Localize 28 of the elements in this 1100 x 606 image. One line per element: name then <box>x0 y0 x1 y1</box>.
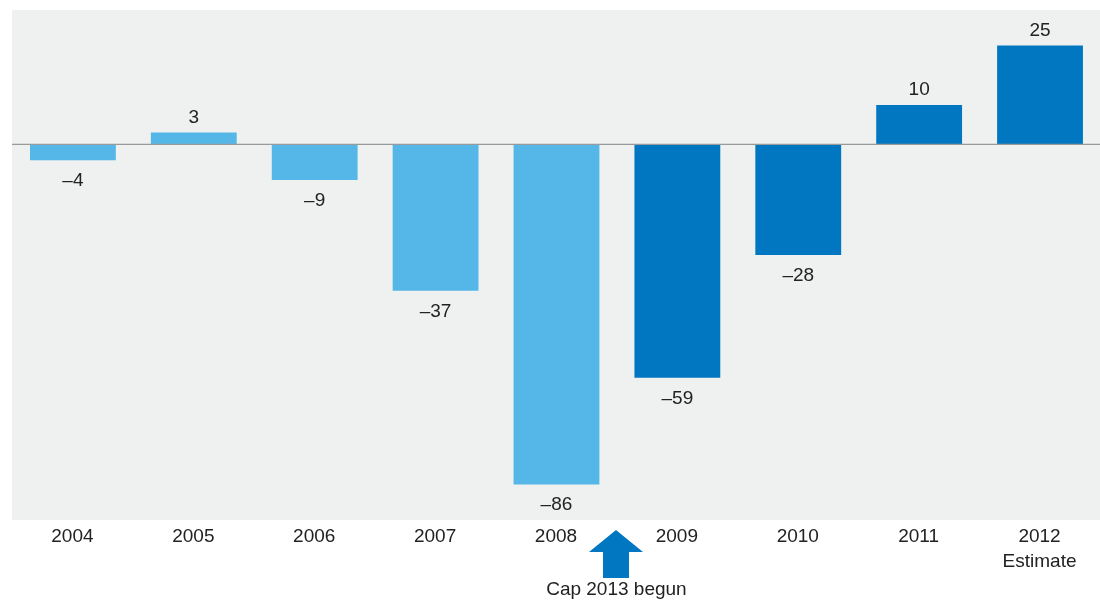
bar <box>997 45 1083 145</box>
x-tick-label: 2010 <box>776 525 819 546</box>
bar <box>150 132 237 145</box>
data-label: –59 <box>661 386 694 408</box>
bar <box>634 144 721 378</box>
data-label: 3 <box>188 105 200 127</box>
x-tick-label: 2008 <box>534 525 578 546</box>
bar <box>513 144 600 485</box>
bar <box>271 144 358 180</box>
x-tick-label: 2004 <box>51 525 94 546</box>
x-tick-label: 2009 <box>655 525 699 546</box>
data-label: –37 <box>419 299 452 321</box>
bar <box>755 144 842 256</box>
x-tick-label: 2012 Estimate <box>1002 525 1077 571</box>
x-tick-label: 2006 <box>293 525 336 546</box>
text: Cap 2013 begun <box>545 578 688 600</box>
x-tick-label: 2011 <box>898 525 940 546</box>
bar <box>30 144 116 161</box>
bar <box>876 104 963 145</box>
data-label: 10 <box>908 77 930 99</box>
x-tick-label: 2005 <box>172 525 215 546</box>
data-label: –86 <box>540 493 573 515</box>
data-label: –28 <box>782 264 815 286</box>
data-label: –4 <box>62 169 84 191</box>
x-tick-label: 2007 <box>413 525 457 546</box>
bar <box>392 144 479 291</box>
data-label: 25 <box>1029 18 1051 40</box>
data-label: –9 <box>304 189 326 210</box>
